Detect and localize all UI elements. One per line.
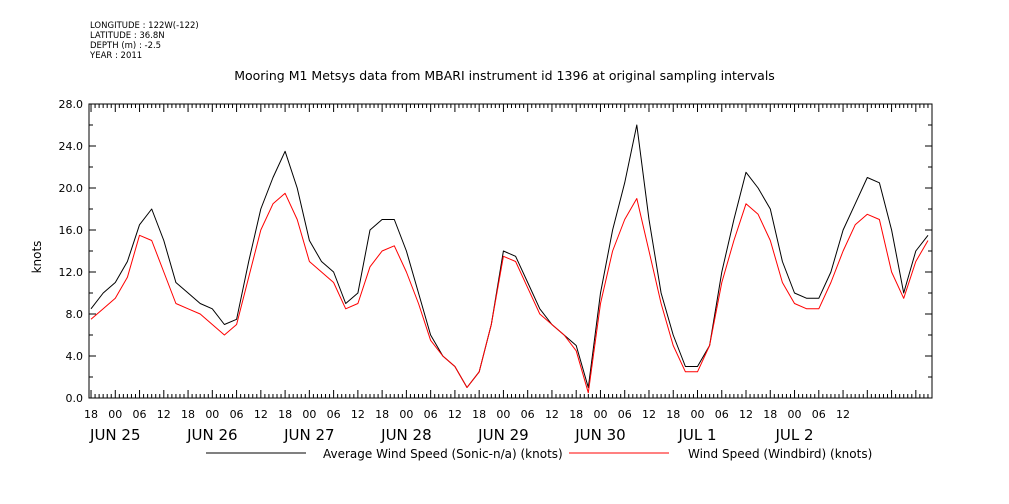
date-label: JUN 30	[574, 426, 625, 444]
x-tick-label: 00	[496, 408, 510, 421]
x-tick-label: 18	[569, 408, 583, 421]
x-tick-label: 00	[593, 408, 607, 421]
x-tick-label: 12	[351, 408, 365, 421]
y-tick-label: 12.0	[59, 266, 84, 279]
series-layer	[90, 124, 929, 394]
series-line-0	[90, 124, 929, 388]
chart-axes: 0.0 4.0 8.0 12.0 16.0 20.0 24.0 28.0 18 00 06 12 18 0…	[59, 98, 933, 444]
x-tick-label: 18	[666, 408, 680, 421]
y-tick-label: 8.0	[66, 308, 84, 321]
x-tick-label: 06	[521, 408, 535, 421]
date-label: JUN 27	[283, 426, 334, 444]
metadata-block: LONGITUDE : 122W(-122) LATITUDE : 36.8N …	[90, 21, 199, 61]
chart-title: Mooring M1 Metsys data from MBARI instru…	[234, 68, 775, 83]
date-label: JUN 25	[89, 426, 140, 444]
x-tick-label: 12	[739, 408, 753, 421]
date-label: JUN 29	[477, 426, 528, 444]
x-tick-label: 12	[157, 408, 171, 421]
x-tick-label: 00	[205, 408, 219, 421]
legend-label-average-wind: Average Wind Speed (Sonic-n/a) (knots)	[323, 447, 563, 461]
x-tick-label: 06	[230, 408, 244, 421]
x-tick-label: 12	[642, 408, 656, 421]
x-tick-label: 18	[84, 408, 98, 421]
date-label: JUL 2	[774, 426, 813, 444]
x-tick-label: 06	[424, 408, 438, 421]
y-tick-label: 24.0	[59, 140, 84, 153]
longitude-label: LONGITUDE : 122W(-122)	[90, 21, 199, 31]
x-tick-label: 06	[618, 408, 632, 421]
y-tick-label: 16.0	[59, 224, 84, 237]
year-label: YEAR : 2011	[90, 51, 143, 61]
x-tick-label: 18	[763, 408, 777, 421]
x-tick-label: 00	[108, 408, 122, 421]
date-label: JUN 26	[186, 426, 237, 444]
y-tick-label: 28.0	[59, 98, 84, 111]
series-line-1	[90, 192, 929, 394]
x-tick-label: 00	[788, 408, 802, 421]
x-tick-label: 12	[448, 408, 462, 421]
y-tick-label: 20.0	[59, 182, 84, 195]
y-tick-label: 0.0	[66, 392, 84, 405]
x-tick-label: 06	[812, 408, 826, 421]
date-label: JUL 1	[677, 426, 716, 444]
x-tick-label: 06	[715, 408, 729, 421]
x-tick-label: 06	[327, 408, 341, 421]
date-label: JUN 28	[380, 426, 431, 444]
depth-label: DEPTH (m) : -2.5	[90, 41, 162, 51]
x-tick-label: 12	[545, 408, 559, 421]
x-tick-label: 18	[278, 408, 292, 421]
x-tick-label: 12	[254, 408, 268, 421]
x-tick-label: 18	[472, 408, 486, 421]
y-tick-label: 4.0	[66, 350, 84, 363]
x-tick-label: 12	[836, 408, 850, 421]
latitude-label: LATITUDE : 36.8N	[90, 31, 165, 41]
x-tick-label: 00	[302, 408, 316, 421]
x-tick-label: 00	[399, 408, 413, 421]
y-axis-label: knots	[30, 241, 44, 274]
x-tick-label: 18	[375, 408, 389, 421]
plot-frame	[88, 103, 933, 399]
x-tick-label: 00	[690, 408, 704, 421]
legend: Average Wind Speed (Sonic-n/a) (knots) W…	[206, 447, 872, 461]
x-tick-label: 06	[133, 408, 147, 421]
x-tick-label: 18	[181, 408, 195, 421]
legend-label-windbird: Wind Speed (Windbird) (knots)	[688, 447, 872, 461]
